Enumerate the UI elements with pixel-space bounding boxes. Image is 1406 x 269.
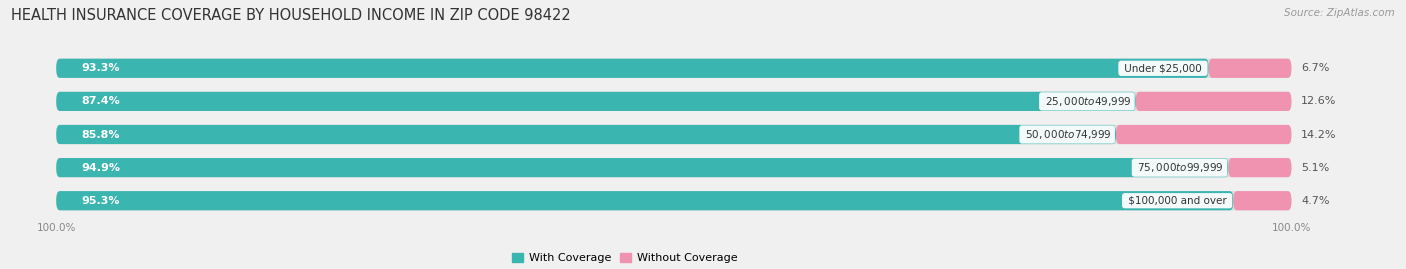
FancyBboxPatch shape [56, 191, 1292, 210]
FancyBboxPatch shape [1136, 92, 1292, 111]
Text: Under $25,000: Under $25,000 [1121, 63, 1205, 73]
FancyBboxPatch shape [56, 158, 1292, 177]
Text: HEALTH INSURANCE COVERAGE BY HOUSEHOLD INCOME IN ZIP CODE 98422: HEALTH INSURANCE COVERAGE BY HOUSEHOLD I… [11, 8, 571, 23]
Text: 87.4%: 87.4% [82, 96, 120, 107]
FancyBboxPatch shape [1116, 125, 1292, 144]
Text: 6.7%: 6.7% [1302, 63, 1330, 73]
Text: 14.2%: 14.2% [1302, 129, 1337, 140]
Text: 85.8%: 85.8% [82, 129, 120, 140]
Text: $25,000 to $49,999: $25,000 to $49,999 [1042, 95, 1132, 108]
FancyBboxPatch shape [56, 158, 1229, 177]
Text: 5.1%: 5.1% [1302, 162, 1330, 173]
FancyBboxPatch shape [56, 92, 1292, 111]
Text: $75,000 to $99,999: $75,000 to $99,999 [1135, 161, 1225, 174]
FancyBboxPatch shape [56, 125, 1116, 144]
FancyBboxPatch shape [1233, 191, 1292, 210]
FancyBboxPatch shape [56, 191, 1233, 210]
FancyBboxPatch shape [56, 59, 1209, 78]
Legend: With Coverage, Without Coverage: With Coverage, Without Coverage [512, 253, 737, 263]
Text: 93.3%: 93.3% [82, 63, 120, 73]
FancyBboxPatch shape [56, 125, 1292, 144]
FancyBboxPatch shape [1209, 59, 1292, 78]
Text: 12.6%: 12.6% [1302, 96, 1337, 107]
Text: Source: ZipAtlas.com: Source: ZipAtlas.com [1284, 8, 1395, 18]
Text: 95.3%: 95.3% [82, 196, 120, 206]
Text: $50,000 to $74,999: $50,000 to $74,999 [1022, 128, 1112, 141]
Text: 4.7%: 4.7% [1302, 196, 1330, 206]
FancyBboxPatch shape [1229, 158, 1292, 177]
Text: $100,000 and over: $100,000 and over [1125, 196, 1230, 206]
Text: 94.9%: 94.9% [82, 162, 120, 173]
FancyBboxPatch shape [56, 92, 1136, 111]
FancyBboxPatch shape [56, 59, 1292, 78]
